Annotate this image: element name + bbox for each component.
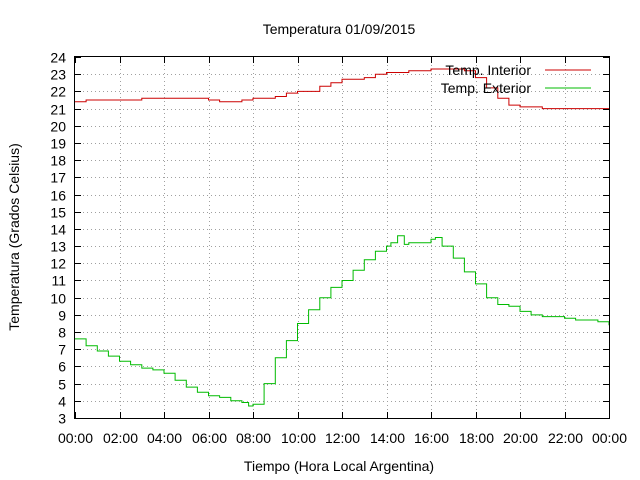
series-layer	[75, 68, 610, 407]
x-tick-label: 22:00	[548, 430, 583, 446]
x-tick-label: 20:00	[503, 430, 538, 446]
y-tick-label: 21	[50, 102, 66, 118]
x-tick-label: 02:00	[103, 430, 138, 446]
y-tick-label: 5	[58, 377, 66, 393]
y-tick-label: 11	[51, 273, 66, 289]
x-tick-label: 10:00	[281, 430, 316, 446]
y-tick-label: 17	[50, 170, 66, 186]
legend-label: Temp. Exterior	[441, 80, 532, 96]
y-tick-label: 16	[50, 188, 66, 204]
y-tick-label: 23	[50, 67, 66, 83]
y-axis-label: Temperatura (Grados Celsius)	[6, 143, 22, 331]
x-tick-label: 00:00	[58, 430, 93, 446]
x-tick-label: 14:00	[370, 430, 405, 446]
legend-label: Temp. Interior	[445, 62, 531, 78]
x-tick-label: 04:00	[147, 430, 182, 446]
y-tick-label: 13	[50, 239, 66, 255]
y-tick-label: 20	[50, 119, 66, 135]
x-tick-label: 08:00	[236, 430, 271, 446]
y-tick-label: 22	[50, 84, 66, 100]
y-tick-label: 18	[50, 153, 66, 169]
x-tick-label: 00:00	[592, 430, 627, 446]
x-axis-label: Tiempo (Hora Local Argentina)	[244, 458, 434, 474]
x-tick-label: 18:00	[459, 430, 494, 446]
y-tick-label: 10	[50, 291, 66, 307]
y-tick-label: 3	[58, 411, 66, 427]
y-tick-label: 7	[58, 342, 66, 358]
y-tick-label: 9	[58, 308, 66, 324]
chart-title: Temperatura 01/09/2015	[263, 21, 416, 37]
x-tick-label: 16:00	[414, 430, 449, 446]
x-tick-label: 06:00	[192, 430, 227, 446]
y-tick-label: 12	[50, 256, 66, 272]
legend: Temp. Interior Temp. Exterior	[441, 62, 591, 96]
y-tick-label: 15	[50, 205, 66, 221]
y-tick-label: 8	[58, 325, 66, 341]
plot-frame	[74, 56, 610, 419]
y-tick-label: 19	[50, 136, 66, 152]
series-line-1	[75, 235, 610, 407]
tick-layer	[75, 57, 610, 419]
grid-layer	[75, 57, 609, 418]
y-tick-label: 14	[50, 222, 66, 238]
x-tick-label: 12:00	[325, 430, 360, 446]
y-tick-label: 6	[58, 359, 66, 375]
series-line-0	[75, 68, 609, 110]
y-tick-label: 24	[50, 50, 66, 66]
y-tick-label: 4	[58, 394, 66, 410]
